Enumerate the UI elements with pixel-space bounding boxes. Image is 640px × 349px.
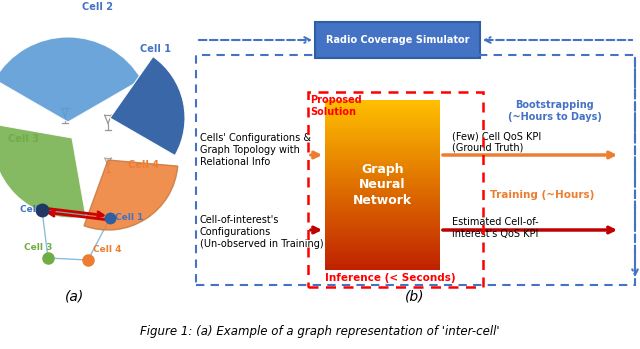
Bar	[325, 120, 440, 123]
Bar	[325, 219, 440, 222]
Bar	[325, 256, 440, 259]
Bar	[325, 148, 440, 151]
Bar	[325, 137, 440, 140]
Bar	[325, 165, 440, 169]
Bar	[196, 55, 635, 285]
Text: Training (~Hours): Training (~Hours)	[490, 190, 595, 200]
Bar	[325, 264, 440, 268]
Bar	[325, 145, 440, 149]
Bar	[325, 140, 440, 143]
Text: Cell 3: Cell 3	[24, 243, 52, 252]
Bar	[325, 213, 440, 217]
Bar	[325, 122, 440, 126]
Bar	[325, 182, 440, 186]
Bar	[325, 208, 440, 211]
Text: Cell 4: Cell 4	[93, 245, 122, 254]
Bar	[325, 216, 440, 220]
Bar	[325, 114, 440, 118]
Text: (b): (b)	[405, 289, 425, 303]
Bar	[325, 131, 440, 134]
Bar	[325, 191, 440, 194]
Bar	[325, 210, 440, 214]
Bar	[325, 261, 440, 265]
Bar	[325, 188, 440, 191]
Text: (Few) Cell QoS KPI
(Ground Truth): (Few) Cell QoS KPI (Ground Truth)	[452, 131, 541, 153]
Text: Cell 3: Cell 3	[8, 134, 39, 144]
Text: Graph
Neural
Network: Graph Neural Network	[353, 163, 412, 207]
Bar	[325, 236, 440, 239]
Text: Cell 1: Cell 1	[140, 44, 171, 54]
Bar	[325, 245, 440, 248]
Bar	[325, 230, 440, 234]
Bar	[325, 159, 440, 163]
Bar	[325, 225, 440, 228]
Text: Figure 1: (a) Example of a graph representation of 'inter-cell': Figure 1: (a) Example of a graph represe…	[140, 325, 500, 338]
Text: Proposed
Solution: Proposed Solution	[310, 95, 362, 117]
Bar	[325, 151, 440, 154]
Bar	[325, 196, 440, 200]
Wedge shape	[0, 37, 141, 122]
Bar	[325, 259, 440, 262]
Text: Cell 2: Cell 2	[20, 205, 49, 214]
Bar	[325, 142, 440, 146]
Bar	[325, 193, 440, 197]
Bar	[325, 111, 440, 115]
Wedge shape	[84, 160, 178, 230]
FancyBboxPatch shape	[315, 22, 480, 58]
Bar	[325, 128, 440, 132]
Bar	[325, 109, 440, 112]
Bar	[325, 233, 440, 237]
Text: Cell 1: Cell 1	[115, 213, 143, 222]
Text: Cells' Configurations &
Graph Topology with
Relational Info: Cells' Configurations & Graph Topology w…	[200, 133, 311, 166]
Bar	[325, 228, 440, 231]
Bar	[325, 100, 440, 103]
Text: Cell-of-interest's
Configurations
(Un-observed in Training): Cell-of-interest's Configurations (Un-ob…	[200, 215, 324, 248]
Bar	[325, 134, 440, 138]
Bar	[325, 157, 440, 160]
Text: Bootstrapping
(~Hours to Days): Bootstrapping (~Hours to Days)	[508, 100, 602, 121]
Text: (a): (a)	[65, 289, 84, 303]
Bar	[325, 199, 440, 202]
Bar	[325, 185, 440, 188]
Bar	[325, 103, 440, 106]
Text: Inference (< Seconds): Inference (< Seconds)	[324, 273, 455, 283]
Wedge shape	[110, 57, 185, 156]
Bar	[325, 177, 440, 180]
Bar	[325, 106, 440, 109]
Bar	[325, 239, 440, 242]
Bar	[325, 267, 440, 270]
Bar	[325, 250, 440, 253]
Wedge shape	[0, 124, 86, 218]
Text: Cell 4: Cell 4	[128, 160, 159, 170]
Bar	[325, 171, 440, 174]
Bar	[308, 92, 483, 287]
Bar	[325, 162, 440, 166]
Bar	[325, 222, 440, 225]
Bar	[325, 117, 440, 120]
Text: Estimated Cell-of-
interest's QoS KPI: Estimated Cell-of- interest's QoS KPI	[452, 217, 539, 239]
Bar	[325, 253, 440, 256]
Bar	[325, 242, 440, 245]
Bar	[325, 154, 440, 157]
Text: Cell 2: Cell 2	[82, 2, 113, 12]
Bar	[325, 247, 440, 251]
Bar	[325, 202, 440, 205]
Bar	[325, 205, 440, 208]
Bar	[325, 174, 440, 177]
Bar	[325, 168, 440, 171]
Bar	[325, 126, 440, 129]
Text: Radio Coverage Simulator: Radio Coverage Simulator	[326, 35, 469, 45]
Bar	[325, 179, 440, 183]
